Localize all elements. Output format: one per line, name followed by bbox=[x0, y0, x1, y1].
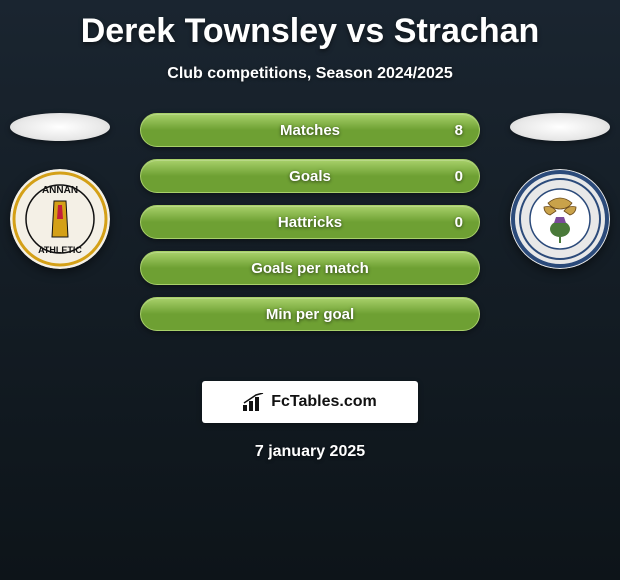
stat-bar: Hattricks 0 bbox=[140, 205, 480, 239]
stat-bar-label: Matches bbox=[280, 122, 340, 139]
page-subtitle: Club competitions, Season 2024/2025 bbox=[0, 65, 620, 83]
stat-bar-label: Goals per match bbox=[251, 260, 369, 277]
svg-text:ATHLETIC: ATHLETIC bbox=[38, 245, 82, 255]
date-line: 7 january 2025 bbox=[0, 443, 620, 461]
comparison-panel: ANNAN ATHLETIC Matches8Goals0H bbox=[0, 113, 620, 363]
brand-text: FcTables.com bbox=[271, 393, 377, 411]
brand-box: FcTables.com bbox=[202, 381, 418, 423]
right-player-column bbox=[500, 113, 620, 269]
player-photo-placeholder-right bbox=[510, 113, 610, 141]
stat-bar: Min per goal bbox=[140, 297, 480, 331]
svg-text:ANNAN: ANNAN bbox=[42, 185, 78, 196]
inverness-crest bbox=[510, 169, 610, 269]
player-photo-placeholder-left bbox=[10, 113, 110, 141]
page-title: Derek Townsley vs Strachan bbox=[0, 0, 620, 51]
left-player-column: ANNAN ATHLETIC bbox=[0, 113, 120, 269]
stat-bar: Goals 0 bbox=[140, 159, 480, 193]
stat-bar-label: Hattricks bbox=[278, 214, 342, 231]
stat-bar: Matches 8 bbox=[140, 113, 480, 147]
crest-right-svg bbox=[510, 169, 610, 269]
stat-bar: Goals per match bbox=[140, 251, 480, 285]
crest-left-svg: ANNAN ATHLETIC bbox=[10, 169, 110, 269]
stat-bar-value-right: 0 bbox=[455, 214, 463, 231]
stat-bar-label: Min per goal bbox=[266, 306, 354, 323]
stat-bar-value-right: 8 bbox=[455, 122, 463, 139]
stat-bar-value-right: 0 bbox=[455, 168, 463, 185]
stat-bars: Matches 8 Goals 0 Hattricks 0 Goals per match M… bbox=[140, 113, 480, 331]
stat-bar-label: Goals bbox=[289, 168, 331, 185]
brand-chart-icon bbox=[243, 393, 265, 411]
annan-athletic-crest: ANNAN ATHLETIC bbox=[10, 169, 110, 269]
